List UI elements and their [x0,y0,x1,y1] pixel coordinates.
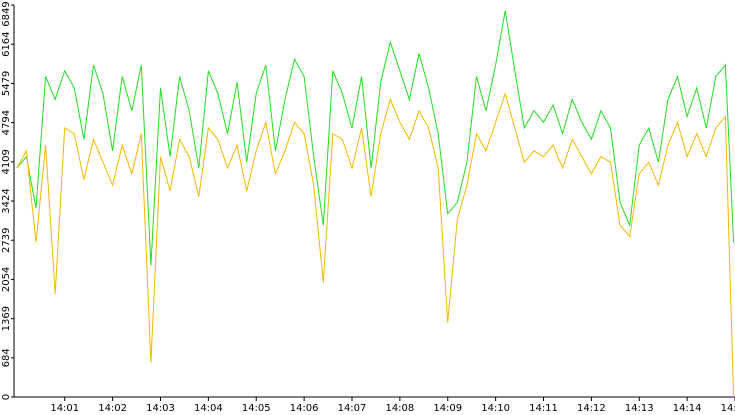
x-tick-label: 14:05 [242,403,271,414]
x-tick-label: 14:14 [673,403,702,414]
y-tick-label: 1369 [1,306,12,331]
x-tick-label: 14:08 [385,403,414,414]
y-tick-label: 0 [1,394,12,400]
x-tick-label: 14:01 [50,403,79,414]
x-tick-label: 14:06 [290,403,319,414]
x-tick-label: 14:12 [577,403,606,414]
x-tick-label: 14:11 [529,403,558,414]
y-tick-label: 4794 [1,110,12,135]
x-tick-label: 14:15 [721,403,735,414]
y-tick-label: 5479 [1,71,12,96]
y-tick-label: 6164 [1,31,12,56]
x-tick-label: 14:09 [433,403,462,414]
y-tick-label: 2054 [1,267,12,292]
y-tick-label: 4109 [1,149,12,174]
x-tick-label: 14:07 [338,403,367,414]
x-tick-label: 14:02 [98,403,127,414]
y-tick-label: 3424 [1,188,12,213]
x-tick-label: 14:04 [194,403,223,414]
x-tick-label: 14:13 [625,403,654,414]
series-line [16,91,735,398]
y-tick-label: 2739 [1,228,12,253]
y-tick-label: 6849 [1,1,12,26]
series-line [16,10,735,266]
x-tick-label: 14:03 [146,403,175,414]
x-tick-label: 14:10 [481,403,510,414]
y-tick-label: 684 [1,348,12,367]
